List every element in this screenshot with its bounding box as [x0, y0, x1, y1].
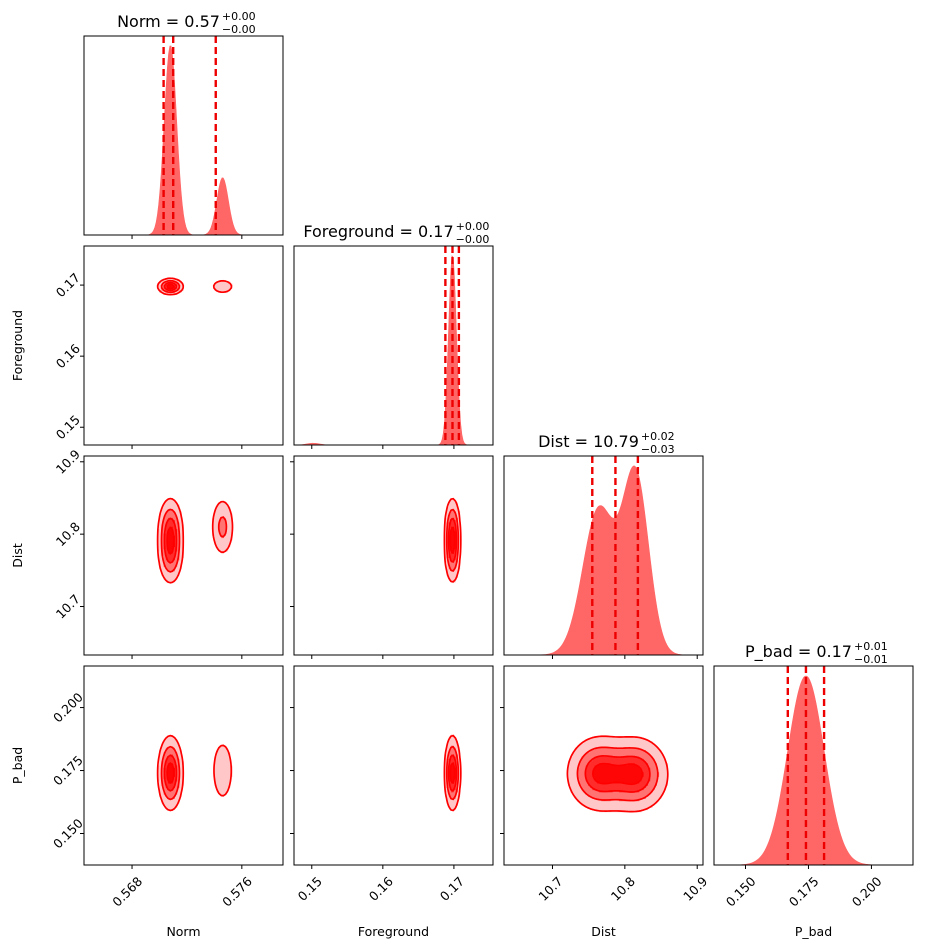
contour-line-level-1: [156, 734, 233, 812]
x-tick-label: 0.17: [437, 874, 467, 904]
title-upper: +0.00: [456, 220, 490, 233]
contour-line-level-3: [584, 755, 651, 793]
panel-title: Foreground = 0.17: [303, 222, 453, 241]
contour-line-level-2: [445, 745, 460, 801]
marginal-foreground: [294, 246, 493, 445]
axes-frame: [83, 35, 284, 236]
contour-line-level-4: [166, 283, 175, 290]
title-lower: −0.00: [222, 23, 256, 36]
x-axis-label: Norm: [166, 924, 200, 939]
title-main: P_bad = 0.17: [745, 642, 852, 662]
y-axis-label: Dist: [10, 543, 25, 568]
axes-frame: [293, 455, 494, 656]
y-tick-label: 10.9: [53, 447, 83, 477]
marginal-norm: [84, 36, 283, 235]
x-axis-label: P_bad: [795, 924, 832, 939]
contour-line-level-1: [156, 277, 233, 296]
panel-title: P_bad = 0.17: [745, 642, 852, 662]
contour-p-bad-vs-foreground: [443, 734, 462, 812]
contour-line-level-3: [447, 517, 458, 563]
contour-fill-level-1: [156, 736, 233, 811]
marginal-p-bad: [714, 666, 913, 865]
panel-title: Norm = 0.57: [117, 12, 220, 31]
contour-line-level-3: [163, 754, 178, 792]
axes-frame: [83, 455, 284, 656]
axes-frame: [83, 665, 284, 866]
title-main: Norm = 0.57: [117, 12, 220, 31]
contour-foreground-vs-norm: [156, 277, 233, 296]
contour-line-level-4: [166, 526, 175, 555]
marginal-fill: [714, 675, 913, 865]
title-lower: −0.00: [456, 233, 490, 246]
contour-line-level-1: [443, 497, 462, 583]
x-tick-label: 0.576: [219, 874, 255, 910]
contour-line-level-2: [160, 279, 181, 294]
axes-frame: [83, 245, 284, 446]
contour-line-level-2: [445, 508, 460, 572]
contour-p-bad-vs-dist: [566, 735, 669, 813]
y-tick-label: 10.7: [53, 591, 83, 621]
x-tick-label: 0.150: [723, 874, 759, 910]
x-tick-label: 10.7: [535, 874, 565, 904]
contour-line-level-1: [443, 734, 462, 812]
title-upper: +0.01: [854, 640, 888, 653]
y-axis-label: Foreground: [10, 310, 25, 381]
x-tick-label: 0.568: [109, 874, 145, 910]
contour-dist-vs-foreground: [443, 497, 462, 583]
x-tick-label: 0.175: [786, 874, 822, 910]
contour-fill-level-4: [592, 763, 644, 784]
contour-line-level-3: [163, 281, 178, 292]
x-axis-label: Dist: [591, 924, 616, 939]
axes-frame: [293, 245, 494, 446]
x-tick-label: 10.9: [680, 874, 710, 904]
x-axis-label: Foreground: [358, 924, 429, 939]
x-tick-label: 0.200: [849, 874, 885, 910]
x-tick-label: 10.8: [608, 874, 638, 904]
y-tick-label: 0.17: [53, 270, 83, 300]
marginal-fill: [294, 255, 493, 445]
contour-fill-level-2: [161, 509, 226, 572]
contour-line-level-2: [160, 745, 181, 801]
marginal-dist: [504, 456, 703, 655]
contour-dist-vs-norm: [156, 497, 234, 584]
contour-line-level-4: [449, 526, 456, 554]
contour-line-level-1: [156, 497, 234, 584]
axes-frame: [293, 665, 494, 866]
contour-line-level-1: [566, 735, 669, 813]
axes-frame: [503, 665, 704, 866]
contour-line-level-3: [163, 517, 178, 564]
title-main: Foreground = 0.17: [303, 222, 453, 241]
contour-p-bad-vs-norm: [156, 734, 233, 812]
contour-line-level-4: [449, 762, 456, 784]
title-upper: +0.02: [641, 430, 675, 443]
axes-frame: [713, 665, 914, 866]
title-main: Dist = 10.79: [538, 432, 639, 451]
title-lower: −0.01: [854, 653, 888, 666]
y-tick-label: 0.15: [53, 412, 83, 442]
x-tick-label: 0.15: [295, 874, 325, 904]
contour-line-level-2: [160, 508, 228, 573]
marginal-fill: [504, 465, 703, 655]
marginal-fill: [84, 45, 283, 235]
contour-line-level-4: [166, 762, 175, 784]
y-axis-label: P_bad: [10, 747, 25, 784]
y-tick-label: 10.8: [53, 519, 83, 549]
contour-line-level-2: [576, 746, 659, 802]
panel-title: Dist = 10.79: [538, 432, 639, 451]
x-tick-label: 0.16: [366, 874, 396, 904]
contour-line-level-3: [447, 754, 458, 792]
title-upper: +0.00: [222, 10, 256, 23]
axes-frame: [503, 455, 704, 656]
y-tick-label: 0.16: [53, 341, 83, 371]
contour-line-level-4: [592, 762, 644, 786]
title-lower: −0.03: [641, 443, 675, 456]
